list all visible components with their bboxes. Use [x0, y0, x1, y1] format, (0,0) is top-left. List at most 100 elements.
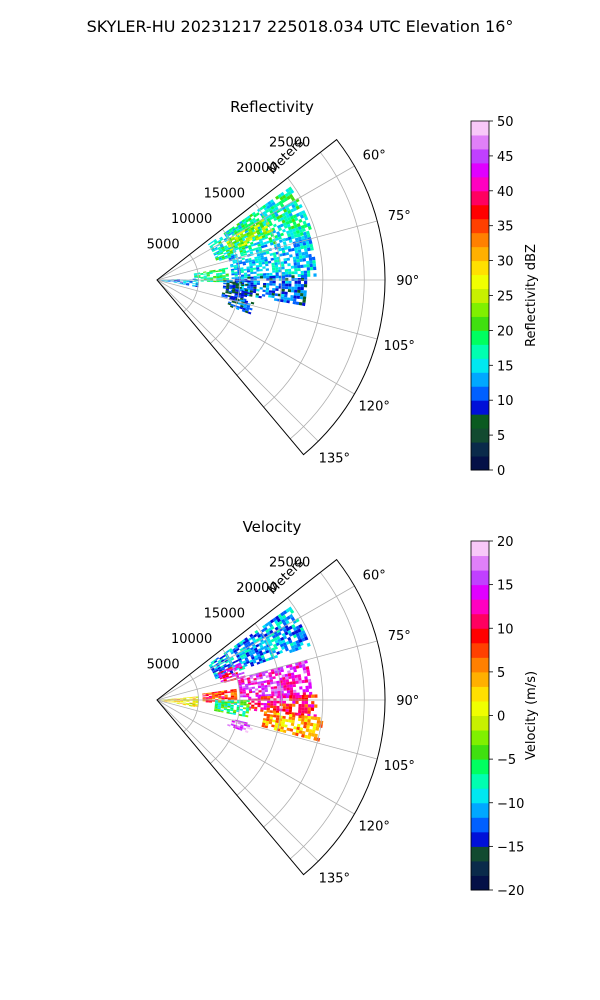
velocity-echo-cell [246, 695, 250, 698]
velocity-echo-cell [269, 705, 274, 709]
reflectivity-echo-cell [225, 248, 229, 251]
reflectivity-echo-cell [302, 231, 307, 236]
velocity-echo-cell [183, 698, 187, 700]
velocity-echo-cell [257, 685, 262, 689]
velocity-echo-cell [230, 651, 235, 655]
reflectivity-echo-cell [294, 227, 299, 232]
velocity-echo-cell [226, 663, 231, 667]
velocity-echo-cell [243, 655, 248, 659]
velocity-echo-cell [249, 652, 254, 656]
velocity-echo-cell [242, 691, 246, 694]
reflectivity-echo-cell [243, 294, 248, 298]
velocity-echo-cell [263, 696, 268, 699]
velocity-echo-cell [301, 718, 305, 722]
velocity-echo-cell [173, 702, 177, 704]
reflectivity-echo-cell [287, 248, 292, 253]
velocity-echo-cell [259, 644, 264, 649]
reflectivity-colorbar-segment [471, 232, 489, 248]
velocity-echo-cell [235, 665, 240, 669]
velocity-echo-cell [226, 710, 230, 713]
velocity-echo-cell [253, 639, 258, 644]
velocity-echo-cell [297, 628, 302, 633]
velocity-echo-cell [245, 711, 249, 714]
velocity-echo-cell [279, 649, 284, 654]
reflectivity-echo-cell [231, 300, 236, 304]
velocity-echo-cell [246, 653, 251, 658]
velocity-echo-cell [256, 661, 261, 665]
reflectivity-echo-cell [242, 263, 247, 266]
reflectivity-echo-cell [249, 241, 254, 245]
velocity-echo-cell [164, 701, 168, 702]
velocity-echo-cell [238, 659, 243, 663]
reflectivity-echo-cell [301, 227, 306, 233]
reflectivity-echo-cell [292, 221, 297, 226]
velocity-echo-cell [238, 672, 242, 676]
velocity-echo-cell [302, 666, 307, 671]
velocity-echo-cell [309, 722, 314, 727]
velocity-echo-cell [238, 653, 243, 657]
reflectivity-echo-cell [272, 278, 276, 281]
reflectivity-echo-cell [303, 284, 308, 288]
reflectivity-echo-cell [296, 292, 301, 297]
velocity-echo-cell [287, 670, 291, 674]
velocity-echo-cell [246, 700, 250, 702]
velocity-echo-cell [215, 696, 219, 698]
velocity-radial-gridline [210, 648, 241, 764]
velocity-echo-cell [294, 629, 299, 635]
reflectivity-echo-cell [183, 281, 187, 283]
velocity-echo-cell [238, 668, 243, 671]
velocity-echo-cell [293, 692, 297, 696]
velocity-echo-cell [295, 665, 300, 669]
velocity-echo-cell [263, 633, 268, 638]
reflectivity-radial-tick-label: 5000 [147, 237, 180, 252]
reflectivity-echo-cell [246, 238, 250, 243]
velocity-echo-cell [233, 726, 237, 729]
velocity-echo-cell [298, 638, 303, 643]
velocity-echo-cell [293, 644, 298, 649]
velocity-sector-frame [156, 558, 386, 876]
velocity-echo-cell [299, 634, 305, 639]
reflectivity-echo-cell [286, 297, 291, 301]
reflectivity-colorbar-segment [471, 121, 489, 136]
velocity-echo-cell [288, 703, 293, 707]
velocity-echo-cell [287, 636, 292, 641]
reflectivity-echo-cell [288, 212, 293, 217]
reflectivity-echo-cell [215, 273, 220, 275]
velocity-echo-cell [252, 660, 257, 664]
reflectivity-echo-cell [290, 294, 294, 299]
reflectivity-echo-cell [216, 274, 220, 276]
reflectivity-echo-cell [275, 202, 280, 207]
velocity-echo-cell [167, 700, 171, 702]
velocity-echo-cell [261, 724, 266, 728]
reflectivity-echo-cell [298, 302, 303, 306]
velocity-echo-cell [205, 692, 209, 695]
velocity-echo-cell [205, 701, 209, 703]
velocity-echo-cell [208, 693, 212, 695]
velocity-echo-cell [233, 693, 238, 696]
reflectivity-echo-cell [203, 278, 207, 280]
reflectivity-echo-cell [265, 251, 270, 255]
velocity-echo-cell [258, 650, 263, 654]
reflectivity-echo-cell [249, 263, 253, 267]
velocity-radial-gridline [236, 623, 282, 796]
reflectivity-echo-cell [291, 271, 295, 275]
velocity-echo-cell [215, 669, 219, 672]
velocity-echo-cell [267, 700, 271, 704]
reflectivity-echo-cell [268, 294, 272, 298]
velocity-echo-cell [253, 633, 258, 638]
reflectivity-echo-cell [259, 252, 264, 256]
velocity-echo-cell [283, 617, 289, 622]
velocity-echo-cell [296, 726, 301, 731]
reflectivity-echo-cell [256, 289, 260, 292]
reflectivity-panel: Reflectivity60°75°90°105°120°135°5000100… [147, 98, 539, 479]
velocity-echo-cell [221, 701, 225, 703]
velocity-echo-cell [221, 691, 225, 694]
velocity-echo-cell [280, 646, 285, 650]
reflectivity-echo-cell [311, 256, 316, 261]
velocity-echo-cell [176, 701, 180, 703]
reflectivity-echo-cell [281, 205, 286, 211]
reflectivity-echo-cell [206, 275, 210, 277]
reflectivity-echo-cell [246, 266, 250, 269]
velocity-echo-cell [289, 613, 294, 619]
velocity-echo-cell [266, 703, 271, 706]
